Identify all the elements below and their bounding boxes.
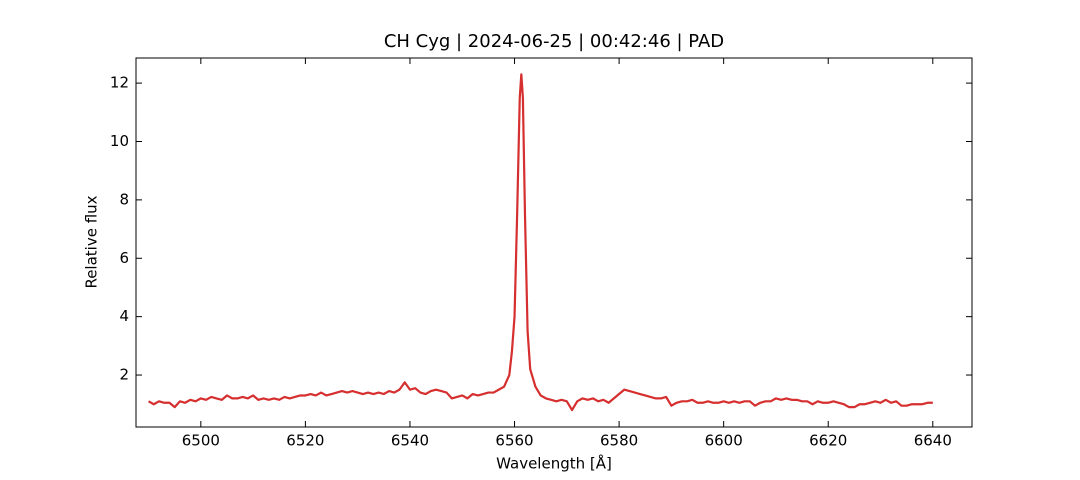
spectrum-line	[148, 73, 933, 412]
x-tick-label: 6520	[286, 432, 324, 450]
y-tick-label: 12	[110, 74, 129, 92]
x-tick-label: 6640	[914, 432, 952, 450]
y-tick-label: 2	[119, 366, 129, 384]
x-tick-label: 6500	[182, 432, 220, 450]
x-tick-label: 6540	[391, 432, 429, 450]
x-tick-label: 6620	[809, 432, 847, 450]
x-tick-label: 6580	[600, 432, 638, 450]
y-tick-label: 6	[119, 249, 129, 267]
y-tick-label: 10	[110, 132, 129, 150]
plot-frame	[135, 57, 973, 428]
y-tick-label: 4	[119, 307, 129, 325]
x-tick-label: 6560	[495, 432, 533, 450]
chart-title: CH Cyg | 2024-06-25 | 00:42:46 | PAD	[384, 31, 724, 52]
x-tick-label: 6600	[705, 432, 743, 450]
x-axis-label: Wavelength [Å]	[496, 454, 612, 473]
y-tick-label: 8	[119, 190, 129, 208]
y-axis-label: Relative flux	[83, 195, 101, 288]
